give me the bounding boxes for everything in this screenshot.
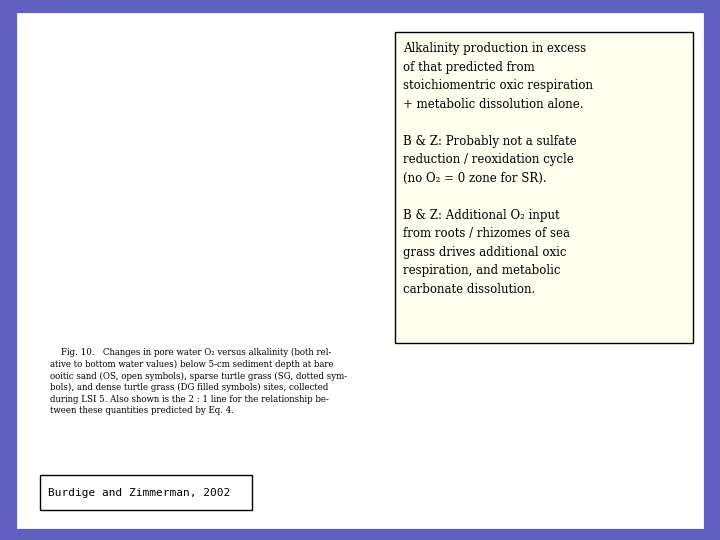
Y-axis label: ΔAlk (meq L⁻¹): ΔAlk (meq L⁻¹) — [53, 148, 66, 240]
Text: Fig. 10.   Changes in pore water O₂ versus alkalinity (both rel-
ative to bottom: Fig. 10. Changes in pore water O₂ versus… — [50, 348, 348, 415]
Text: Burdige and Zimmerman, 2002: Burdige and Zimmerman, 2002 — [48, 488, 230, 498]
Legend: CM21 (DG), CM23 (DG), CM31 (DG), HW22 (SG), HW13 (SG), NG13 (SG), OS12 (OS), OS2: CM21 (DG), CM23 (DG), CM31 (DG), HW22 (S… — [85, 57, 150, 158]
X-axis label: ΔO₂ (μM): ΔO₂ (μM) — [206, 355, 262, 368]
Text: Alkalinity production in excess
of that predicted from
stoichiomentric oxic resp: Alkalinity production in excess of that … — [403, 42, 593, 295]
